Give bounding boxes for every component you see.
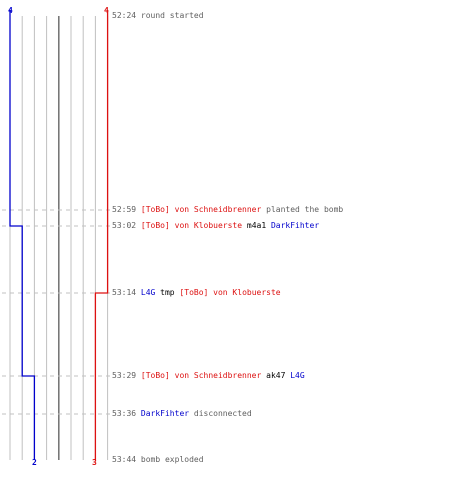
event-time: 53:36 — [112, 409, 141, 418]
player-name: [ToBo] von Schneidbrenner — [140, 371, 262, 380]
event-time: 53:14 — [112, 288, 141, 297]
event-row: 53:02 [ToBo] von Klobuerste m4a1 DarkFih… — [112, 221, 319, 231]
event-time: 52:59 — [112, 205, 141, 214]
player-name: [ToBo] von Schneidbrenner — [140, 205, 262, 214]
event-row: 53:44 bomb exploded — [112, 455, 204, 465]
event-action: round started — [140, 11, 204, 20]
event-row: 53:14 L4G tmp [ToBo] von Klobuerste — [112, 288, 281, 298]
player-name: [ToBo] von Klobuerste — [179, 288, 281, 297]
event-action: disconnected — [189, 409, 252, 418]
event-row: 52:24 round started — [112, 11, 204, 21]
player-name: L4G — [290, 371, 305, 380]
team-a-start-count: 4 — [8, 6, 13, 15]
event-time: 52:24 — [112, 11, 141, 20]
player-name: DarkFihter — [270, 221, 320, 230]
team-b-end-count: 3 — [92, 458, 97, 467]
team-b-start-count: 4 — [104, 6, 109, 15]
event-row: 52:59 [ToBo] von Schneidbrenner planted … — [112, 205, 343, 215]
event-action: bomb exploded — [140, 455, 204, 464]
weapon-name: ak47 — [261, 371, 291, 380]
team-a-end-count: 2 — [32, 458, 37, 467]
player-name: DarkFihter — [140, 409, 190, 418]
team-a-alive-line — [9, 10, 36, 460]
event-row: 53:36 DarkFihter disconnected — [112, 409, 252, 419]
team-b-alive-line — [94, 10, 109, 460]
player-name: [ToBo] von Klobuerste — [140, 221, 243, 230]
weapon-name: tmp — [155, 288, 180, 297]
player-name: L4G — [140, 288, 156, 297]
event-time: 53:29 — [112, 371, 141, 380]
event-time: 53:02 — [112, 221, 141, 230]
weapon-name: m4a1 — [242, 221, 271, 230]
event-action: planted the bomb — [261, 205, 344, 214]
event-time: 53:44 — [112, 455, 141, 464]
event-row: 53:29 [ToBo] von Schneidbrenner ak47 L4G — [112, 371, 305, 381]
